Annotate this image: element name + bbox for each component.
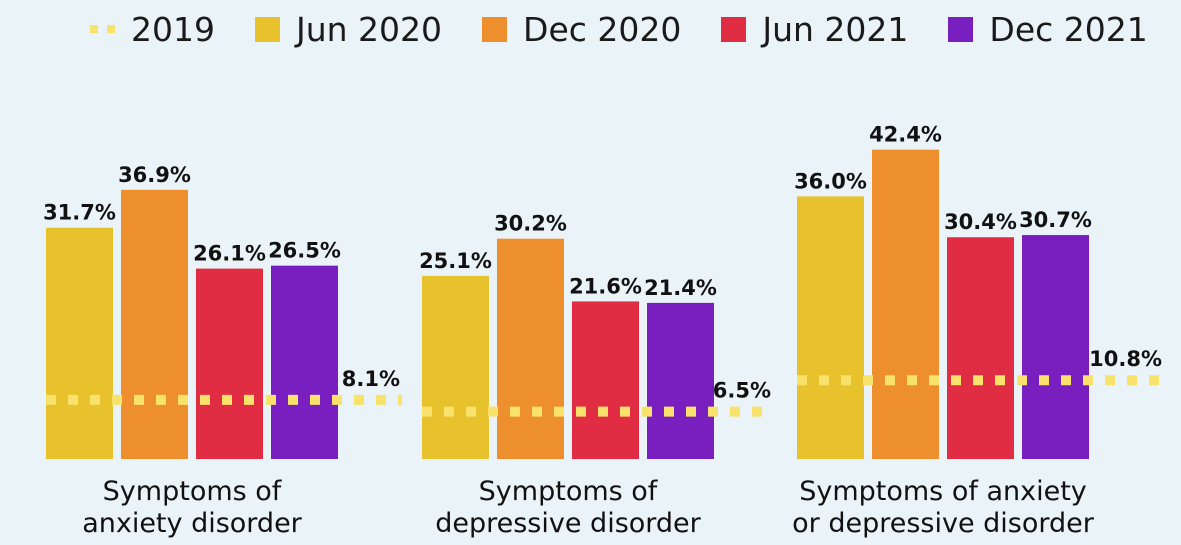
bar [797, 196, 864, 459]
legend-label-jun-2020: Jun 2020 [295, 9, 443, 49]
legend-label-dec-2020: Dec 2020 [523, 9, 682, 49]
legend-dash-segment [90, 25, 98, 33]
legend-item-dec-2021: Dec 2021 [948, 9, 1148, 49]
baseline-label: 10.8% [1089, 347, 1162, 371]
category-label: Symptoms of [103, 476, 283, 507]
legend-swatch-jun-2020 [254, 16, 280, 42]
bar [121, 189, 188, 459]
data-label: 30.4% [944, 210, 1017, 234]
category-label: or depressive disorder [792, 508, 1095, 539]
legend-swatch-dec-2020 [482, 16, 508, 42]
data-label: 31.7% [43, 201, 116, 225]
category-label: Symptoms of [479, 476, 659, 507]
category-label: Symptoms of anxiety [799, 476, 1087, 507]
data-label: 36.9% [118, 163, 191, 187]
data-label: 25.1% [419, 249, 492, 273]
data-label: 30.2% [494, 212, 567, 236]
bar [647, 302, 714, 459]
legend-label-dec-2021: Dec 2021 [989, 9, 1148, 49]
bar [947, 237, 1014, 459]
chart-legend: 2019 Jun 2020 Dec 2020 Jun 2021 Dec 2021 [90, 8, 1148, 50]
baseline-label: 6.5% [713, 379, 771, 403]
legend-dash-swatch [90, 17, 115, 42]
legend-label-2019: 2019 [131, 9, 215, 49]
baseline-label: 8.1% [342, 367, 400, 391]
data-label: 30.7% [1019, 208, 1092, 232]
bar [271, 265, 338, 459]
bar [572, 301, 639, 459]
data-label: 36.0% [794, 169, 867, 193]
data-label: 21.6% [569, 274, 642, 298]
data-label: 26.1% [193, 242, 266, 266]
legend-item-jun-2020: Jun 2020 [254, 9, 443, 49]
bar [422, 275, 489, 459]
legend-dash-segment [107, 25, 115, 33]
legend-swatch-dec-2021 [948, 16, 974, 42]
data-label: 26.5% [268, 239, 341, 263]
data-label: 21.4% [644, 276, 717, 300]
category-label: depressive disorder [435, 508, 701, 539]
legend-item-dec-2020: Dec 2020 [482, 10, 681, 49]
bar [497, 238, 564, 459]
bar [1022, 235, 1089, 459]
bar [196, 268, 263, 459]
category-label: anxiety disorder [82, 508, 302, 539]
data-label: 42.4% [869, 123, 942, 147]
bar [46, 227, 113, 459]
legend-item-2019: 2019 [90, 10, 215, 49]
legend-label-jun-2021: Jun 2021 [762, 9, 909, 49]
bar [872, 149, 939, 459]
legend-item-jun-2021: Jun 2021 [721, 10, 908, 49]
legend-swatch-jun-2021 [721, 16, 747, 42]
